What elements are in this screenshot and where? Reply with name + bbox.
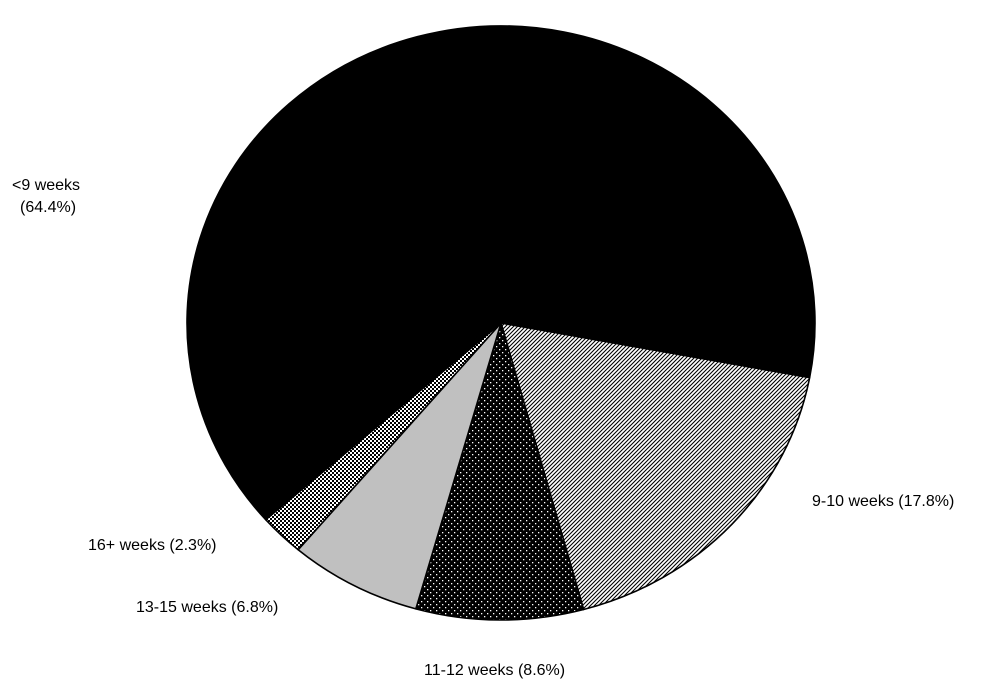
pie-slices (186, 25, 816, 621)
pie-slice-13-15-weeks (297, 322, 502, 610)
slice-label: 11-12 weeks (8.6%) (424, 662, 565, 679)
slice-label: (64.4%) (20, 199, 76, 216)
slice-label: <9 weeks (12, 177, 80, 194)
pie-slice-9-10-weeks (500, 322, 811, 611)
pie-labels: <9 weeks (64.4%) 9-10 weeks (17.8%) 11-12 w… (12, 177, 954, 679)
slice-label: 9-10 weeks (17.8%) (812, 493, 954, 510)
pie-slice-9-weeks (186, 25, 816, 521)
slice-label: 13-15 weeks (6.8%) (136, 599, 278, 616)
slice-label: 16+ weeks (2.3%) (88, 537, 217, 554)
pie-slice-11-12-weeks (415, 322, 585, 621)
